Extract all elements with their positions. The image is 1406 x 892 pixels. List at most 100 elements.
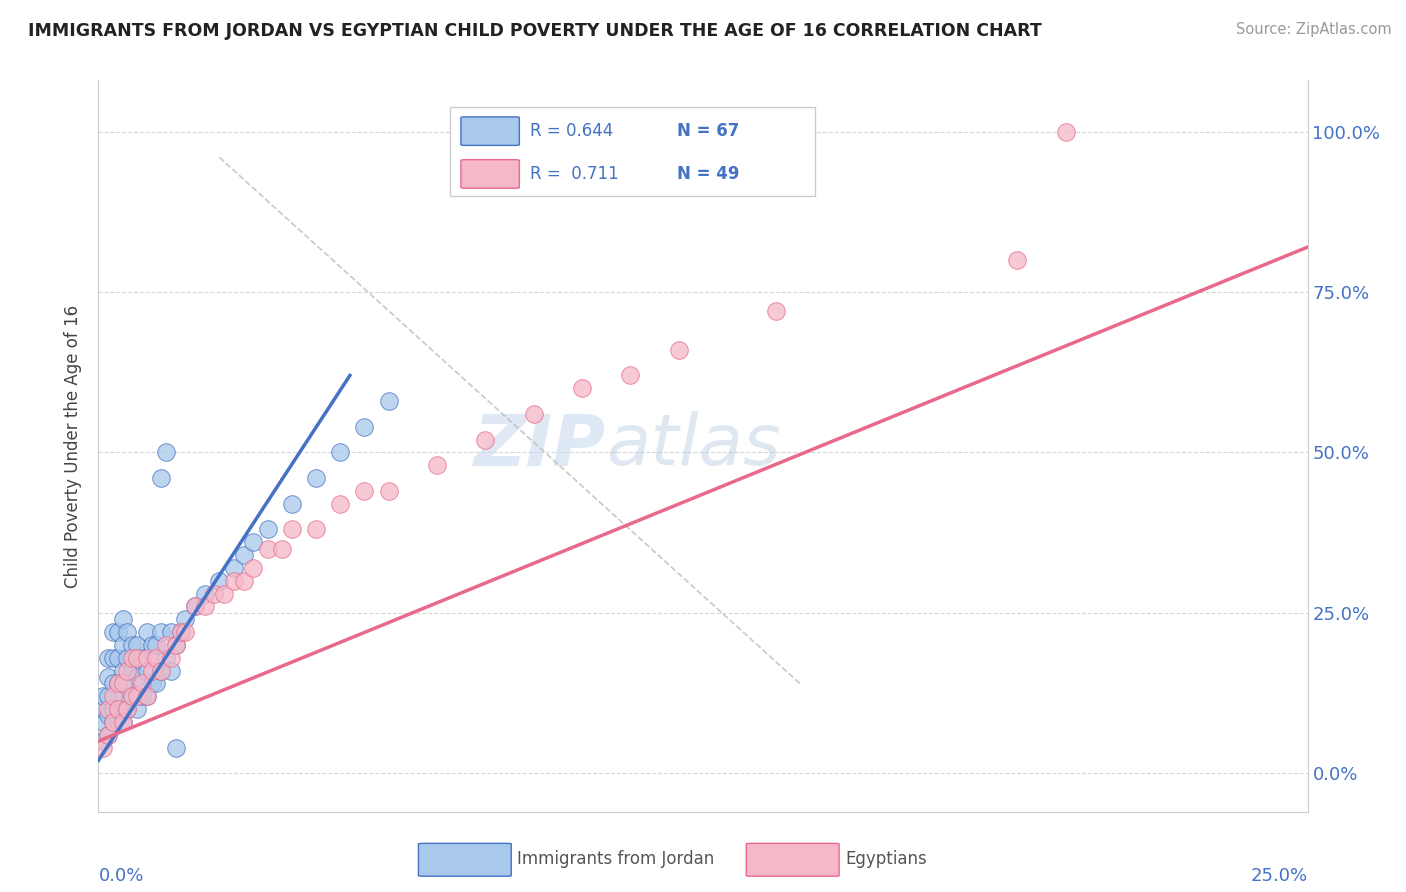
Point — [135, 690, 157, 704]
Point — [155, 650, 177, 665]
Point — [117, 702, 139, 716]
Point — [127, 650, 149, 665]
Y-axis label: Child Poverty Under the Age of 16: Child Poverty Under the Age of 16 — [65, 304, 83, 588]
Point — [281, 523, 304, 537]
Point — [765, 304, 787, 318]
Point — [101, 714, 124, 729]
Point — [97, 670, 120, 684]
Point — [121, 690, 143, 704]
Point — [165, 740, 187, 755]
Point — [127, 702, 149, 716]
Text: 25.0%: 25.0% — [1250, 867, 1308, 885]
Text: IMMIGRANTS FROM JORDAN VS EGYPTIAN CHILD POVERTY UNDER THE AGE OF 16 CORRELATION: IMMIGRANTS FROM JORDAN VS EGYPTIAN CHILD… — [28, 22, 1042, 40]
Text: Immigrants from Jordan: Immigrants from Jordan — [517, 849, 714, 868]
Point — [107, 702, 129, 716]
Point — [91, 690, 114, 704]
Text: atlas: atlas — [606, 411, 780, 481]
Point — [141, 664, 163, 678]
Point — [242, 561, 264, 575]
Point — [101, 690, 124, 704]
Point — [184, 599, 207, 614]
Point — [212, 586, 235, 600]
Point — [1007, 252, 1029, 267]
Point — [131, 650, 153, 665]
Point — [150, 664, 173, 678]
Point — [101, 702, 124, 716]
Text: ZIP: ZIP — [474, 411, 606, 481]
Point — [131, 676, 153, 690]
Point — [111, 664, 134, 678]
Point — [184, 599, 207, 614]
Point — [1054, 125, 1077, 139]
Point — [426, 458, 449, 473]
Point — [117, 625, 139, 640]
Point — [271, 541, 294, 556]
Point — [135, 664, 157, 678]
Text: R = 0.644: R = 0.644 — [530, 122, 613, 140]
Point — [111, 638, 134, 652]
Point — [101, 714, 124, 729]
Point — [668, 343, 690, 357]
Point — [91, 740, 114, 755]
Point — [97, 708, 120, 723]
Point — [107, 676, 129, 690]
Point — [145, 650, 167, 665]
Point — [353, 483, 375, 498]
FancyBboxPatch shape — [450, 107, 815, 196]
Point — [101, 625, 124, 640]
Point — [111, 714, 134, 729]
FancyBboxPatch shape — [461, 160, 519, 188]
Point — [232, 574, 254, 588]
Point — [97, 702, 120, 716]
Point — [97, 728, 120, 742]
Point — [165, 638, 187, 652]
Point — [107, 702, 129, 716]
Point — [256, 541, 278, 556]
Text: N = 67: N = 67 — [676, 122, 740, 140]
Point — [135, 625, 157, 640]
Point — [165, 638, 187, 652]
Point — [353, 419, 375, 434]
Point — [117, 676, 139, 690]
Point — [160, 664, 183, 678]
Point — [141, 676, 163, 690]
Point — [107, 650, 129, 665]
Point — [107, 676, 129, 690]
Point — [474, 433, 496, 447]
Point — [716, 157, 738, 171]
Point — [377, 394, 399, 409]
Point — [619, 368, 641, 383]
Text: Egyptians: Egyptians — [845, 849, 927, 868]
Text: N = 49: N = 49 — [676, 165, 740, 183]
Point — [141, 638, 163, 652]
Point — [91, 702, 114, 716]
Point — [208, 574, 231, 588]
Point — [377, 483, 399, 498]
Point — [160, 625, 183, 640]
Point — [523, 407, 546, 421]
Point — [117, 664, 139, 678]
Point — [111, 714, 134, 729]
Point — [155, 445, 177, 459]
Point — [135, 690, 157, 704]
Point — [174, 612, 197, 626]
Point — [101, 650, 124, 665]
Point — [281, 497, 304, 511]
Point — [117, 650, 139, 665]
Point — [111, 690, 134, 704]
Point — [204, 586, 226, 600]
Point — [169, 625, 191, 640]
Point — [305, 523, 328, 537]
Point — [305, 471, 328, 485]
Point — [329, 445, 352, 459]
FancyBboxPatch shape — [419, 843, 512, 876]
Point — [91, 734, 114, 748]
Point — [160, 650, 183, 665]
Point — [101, 676, 124, 690]
Point — [256, 523, 278, 537]
Point — [121, 690, 143, 704]
Point — [150, 471, 173, 485]
Point — [127, 638, 149, 652]
Text: 0.0%: 0.0% — [98, 867, 143, 885]
Point — [91, 714, 114, 729]
